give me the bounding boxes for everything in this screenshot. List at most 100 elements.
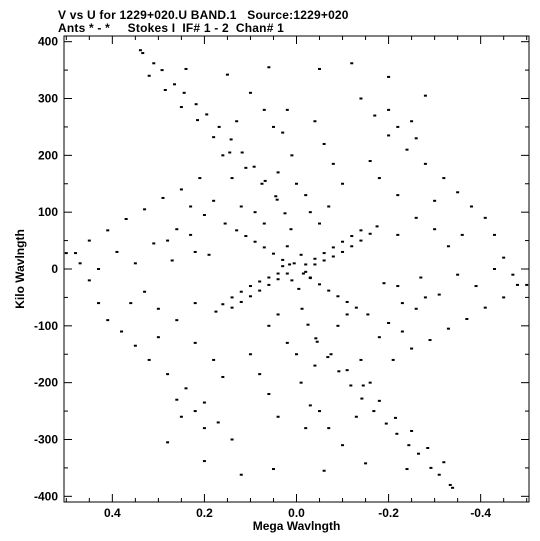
data-point xyxy=(297,287,301,290)
data-point xyxy=(354,306,358,309)
data-point xyxy=(375,225,379,228)
data-point xyxy=(345,313,349,316)
data-point xyxy=(202,460,206,463)
data-point xyxy=(469,205,473,208)
data-point xyxy=(152,242,156,245)
data-point xyxy=(87,239,91,242)
data-point xyxy=(262,246,266,249)
data-point xyxy=(262,108,266,111)
data-point xyxy=(276,171,280,174)
data-point xyxy=(124,217,128,220)
data-point xyxy=(179,415,183,418)
data-point xyxy=(64,252,68,255)
data-point xyxy=(235,120,239,123)
data-point xyxy=(239,205,243,208)
data-point xyxy=(106,229,110,232)
data-point xyxy=(267,66,271,69)
data-point xyxy=(230,306,234,309)
x-tick-label: 0.0 xyxy=(288,506,305,520)
data-point xyxy=(166,373,170,376)
data-point xyxy=(396,125,400,128)
data-point xyxy=(239,290,243,293)
chart-title: V vs U for 1229+020.U BAND.1 Source:1229… xyxy=(58,8,349,22)
data-point xyxy=(147,358,151,361)
data-point xyxy=(207,253,211,256)
data-point xyxy=(263,179,267,182)
data-point xyxy=(160,69,164,72)
data-point xyxy=(368,232,372,235)
y-tick-label: 400 xyxy=(38,35,58,49)
data-point xyxy=(285,108,289,111)
data-point xyxy=(345,369,349,372)
data-point xyxy=(359,229,363,232)
data-point xyxy=(78,262,82,265)
data-point xyxy=(308,276,312,279)
data-point xyxy=(276,278,280,281)
chart-subtitle: Ants * - * Stokes I IF# 1 - 2 Chan# 1 xyxy=(58,21,284,35)
data-point xyxy=(239,300,243,303)
data-point xyxy=(327,205,331,208)
data-point xyxy=(304,427,308,430)
data-point xyxy=(428,339,432,342)
data-point xyxy=(276,272,280,275)
data-point xyxy=(525,283,529,286)
data-point xyxy=(120,330,124,333)
data-point xyxy=(248,295,252,298)
y-tick-label: 100 xyxy=(38,205,58,219)
data-point xyxy=(262,222,266,225)
data-point xyxy=(448,483,452,486)
data-point xyxy=(368,381,372,384)
data-point xyxy=(288,263,292,266)
data-point xyxy=(414,137,418,140)
data-point xyxy=(315,340,319,343)
data-point xyxy=(217,125,221,128)
data-point xyxy=(359,358,363,361)
data-point xyxy=(483,216,487,219)
data-point xyxy=(138,49,142,52)
data-point xyxy=(372,410,376,413)
data-point xyxy=(129,302,133,305)
data-point xyxy=(196,119,200,122)
data-point xyxy=(260,182,264,185)
data-point xyxy=(133,344,137,347)
y-tick-label: -200 xyxy=(34,376,58,390)
x-tick-label: -0.2 xyxy=(378,506,399,520)
data-point xyxy=(465,318,469,321)
data-point xyxy=(437,293,441,296)
data-point xyxy=(221,303,225,306)
data-point xyxy=(304,263,308,266)
data-point xyxy=(202,401,206,404)
data-point xyxy=(423,162,427,165)
data-point xyxy=(276,415,280,418)
data-point xyxy=(423,296,427,299)
data-point xyxy=(318,222,322,225)
data-point xyxy=(212,199,216,202)
data-point xyxy=(377,399,381,402)
data-point xyxy=(225,73,229,76)
data-point xyxy=(442,177,446,180)
data-point xyxy=(235,229,239,232)
data-point xyxy=(456,273,460,276)
data-point xyxy=(276,313,280,316)
y-tick-label: 300 xyxy=(38,92,58,106)
data-point xyxy=(387,75,391,78)
axis-tick-labels: 0.4 0.2 0.0 -0.2 -0.4 400 300 200 100 0 -100 -200 -3… xyxy=(34,35,491,520)
data-point xyxy=(253,211,257,214)
data-point xyxy=(327,289,331,292)
data-point xyxy=(143,208,147,211)
data-point xyxy=(229,138,233,141)
data-point xyxy=(327,427,331,430)
data-point xyxy=(212,136,216,139)
data-point xyxy=(308,211,312,214)
data-point xyxy=(492,268,496,270)
data-point xyxy=(170,259,174,262)
data-point xyxy=(299,253,303,256)
data-point xyxy=(360,397,364,400)
data-point xyxy=(175,398,179,401)
data-point xyxy=(407,444,411,447)
data-point xyxy=(198,177,202,180)
plot-frame xyxy=(63,35,530,503)
data-point xyxy=(393,416,397,419)
data-point xyxy=(313,120,317,123)
data-point xyxy=(437,473,441,476)
